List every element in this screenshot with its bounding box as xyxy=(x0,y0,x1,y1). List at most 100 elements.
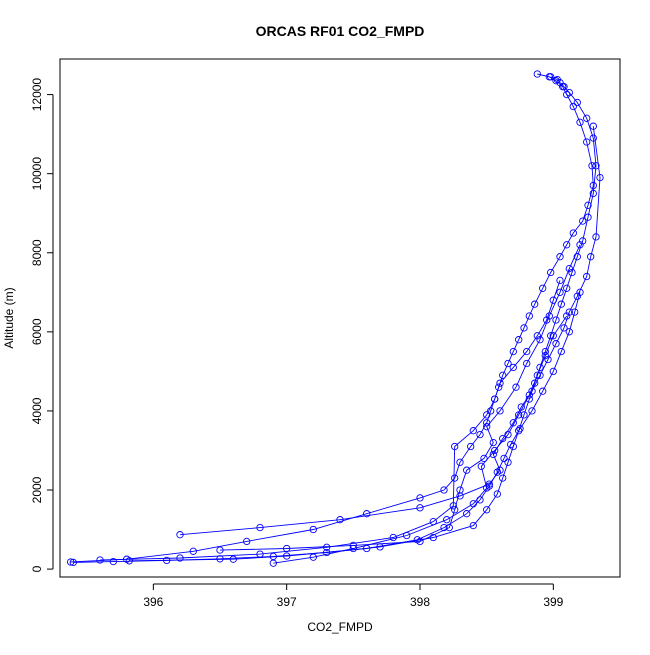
data-point xyxy=(176,531,184,539)
y-tick-label: 4000 xyxy=(30,397,44,424)
data-point xyxy=(563,312,571,320)
data-point xyxy=(584,201,592,209)
data-point xyxy=(557,300,565,308)
data-point xyxy=(483,423,491,431)
data-point xyxy=(515,411,523,419)
data-point xyxy=(449,502,457,510)
data-point xyxy=(456,486,464,494)
chart-title: ORCAS RF01 CO2_FMPD xyxy=(256,23,425,39)
data-point xyxy=(349,544,357,553)
data-point xyxy=(576,241,584,249)
x-tick-label: 398 xyxy=(410,595,430,609)
data-point xyxy=(539,284,547,292)
data-point xyxy=(565,308,573,316)
data-point xyxy=(536,371,544,379)
data-point xyxy=(440,486,448,494)
data-point xyxy=(504,430,512,439)
data-point xyxy=(440,523,448,532)
y-axis: 0 2000 4000 6000 8000 10000 12000 xyxy=(30,78,54,572)
y-tick-label: 6000 xyxy=(30,318,44,345)
data-point xyxy=(443,516,451,524)
data-point xyxy=(547,73,555,81)
series-line xyxy=(179,126,601,536)
data-point xyxy=(451,474,459,482)
data-point xyxy=(483,411,491,419)
data-point xyxy=(565,88,573,97)
x-axis-label: CO2_FMPD xyxy=(307,620,373,634)
x-tick-label: 399 xyxy=(543,595,563,609)
data-point xyxy=(515,336,523,344)
data-point xyxy=(469,500,477,508)
data-point xyxy=(509,419,517,427)
data-point xyxy=(589,189,597,198)
data-point xyxy=(563,241,571,249)
data-point xyxy=(525,312,533,320)
data-point xyxy=(216,546,224,554)
data-point xyxy=(489,450,497,459)
data-point xyxy=(520,324,528,332)
data-point xyxy=(456,458,464,466)
data-point xyxy=(549,296,557,304)
data-point xyxy=(523,359,531,368)
series-line xyxy=(273,315,568,564)
data-point xyxy=(463,466,471,474)
data-point xyxy=(504,458,512,466)
data-point xyxy=(589,122,597,130)
data-point xyxy=(563,284,571,292)
x-tick-label: 397 xyxy=(277,595,297,609)
data-point xyxy=(389,533,397,542)
data-point xyxy=(553,75,561,84)
data-point xyxy=(336,516,344,524)
data-layer xyxy=(67,70,604,567)
data-point xyxy=(451,442,459,451)
data-point xyxy=(96,556,104,564)
data-point xyxy=(523,347,531,356)
data-point xyxy=(463,510,471,518)
data-point xyxy=(531,300,539,308)
data-point xyxy=(109,557,117,566)
data-point xyxy=(507,440,515,449)
data-point xyxy=(557,347,565,356)
data-point xyxy=(533,371,541,379)
data-point xyxy=(547,332,555,340)
data-point xyxy=(560,324,568,332)
data-point xyxy=(528,407,536,415)
data-point xyxy=(573,253,581,261)
data-point xyxy=(416,504,424,512)
data-point xyxy=(525,391,533,399)
data-point xyxy=(413,536,421,544)
y-tick-label: 8000 xyxy=(30,239,44,266)
data-point xyxy=(552,340,560,348)
data-point xyxy=(69,558,77,567)
data-point xyxy=(560,83,568,91)
data-point xyxy=(516,425,524,433)
data-point xyxy=(576,118,584,126)
data-point xyxy=(509,347,517,356)
data-point xyxy=(556,288,564,296)
y-tick-label: 12000 xyxy=(30,78,44,112)
data-point xyxy=(520,411,528,419)
data-point xyxy=(469,427,477,435)
data-point xyxy=(573,98,581,107)
data-point xyxy=(583,138,591,146)
data-point xyxy=(543,316,551,324)
data-point xyxy=(480,454,488,463)
data-point xyxy=(569,102,577,111)
data-point xyxy=(556,253,564,261)
data-point xyxy=(189,547,197,555)
data-point xyxy=(549,332,557,340)
data-point xyxy=(451,506,459,514)
data-point xyxy=(589,181,597,190)
data-point xyxy=(571,308,579,316)
data-point xyxy=(309,525,317,534)
data-point xyxy=(587,253,595,261)
data-point xyxy=(363,510,371,518)
data-point xyxy=(493,490,501,498)
data-point xyxy=(552,316,560,324)
y-axis-label: Altitude (m) xyxy=(2,287,16,348)
data-point xyxy=(499,371,507,379)
data-point xyxy=(565,264,573,273)
y-tick-label: 2000 xyxy=(30,476,44,503)
